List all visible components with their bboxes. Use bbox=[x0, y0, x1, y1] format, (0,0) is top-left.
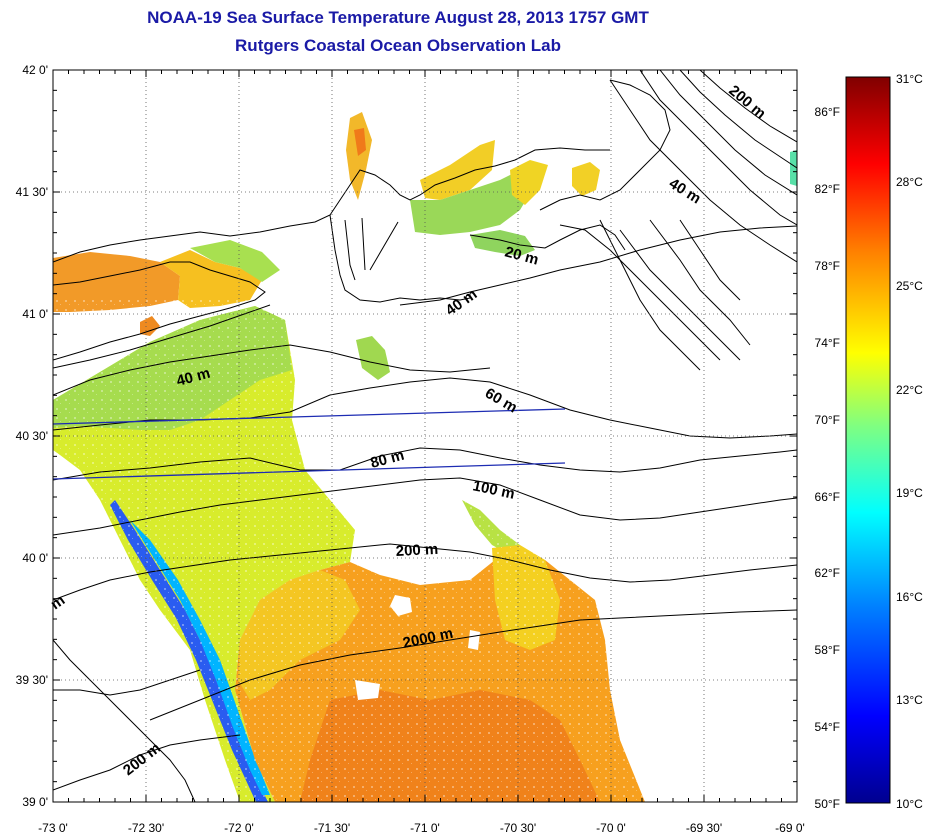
f-label-50: 50°F bbox=[815, 797, 840, 811]
c-label-22: 22°C bbox=[896, 383, 923, 397]
c-label-25: 25°C bbox=[896, 279, 923, 293]
sst-patch-monomoy bbox=[572, 162, 600, 196]
f-label-78: 78°F bbox=[815, 259, 840, 273]
lon-label-72-00: -72 0' bbox=[224, 821, 254, 835]
contour-40m-north bbox=[399, 225, 797, 306]
lon-label-71-30: -71 30' bbox=[314, 821, 350, 835]
lon-label-73-00: -73 0' bbox=[38, 821, 68, 835]
sst-texture bbox=[53, 300, 653, 802]
f-label-54: 54°F bbox=[815, 720, 840, 734]
sst-patch-long-island bbox=[53, 252, 180, 312]
contour-2000m bbox=[149, 609, 797, 721]
coastline-long-island bbox=[53, 261, 266, 361]
lon-label-70-00: -70 0' bbox=[596, 821, 626, 835]
lat-label-41-30: 41 30' bbox=[16, 185, 48, 199]
sst-patch-small-green bbox=[356, 336, 390, 380]
sst-patch-cape-cod bbox=[510, 160, 548, 205]
contour-200m-break bbox=[53, 543, 797, 601]
lon-label-70-30: -70 30' bbox=[500, 821, 536, 835]
c-label-16: 16°C bbox=[896, 590, 923, 604]
sst-data-layer bbox=[53, 112, 797, 802]
contour-200m-ne-1 bbox=[639, 70, 797, 226]
contour-40m-ne bbox=[609, 79, 797, 263]
shoals-outline bbox=[599, 219, 751, 371]
title-line-1: NOAA-19 Sea Surface Temperature August 2… bbox=[147, 8, 649, 27]
lat-label-40-30: 40 30' bbox=[16, 429, 48, 443]
sst-patch-long-island-edge bbox=[160, 250, 262, 308]
celsius-labels: 31°C 28°C 25°C 22°C 19°C 16°C 13°C 10°C bbox=[896, 72, 923, 811]
graticule bbox=[53, 70, 797, 802]
contour-200m-sw bbox=[53, 734, 241, 791]
colorbar bbox=[845, 76, 891, 804]
f-label-70: 70°F bbox=[815, 413, 840, 427]
contour-40m-west bbox=[53, 344, 491, 396]
contour-200m-ne-3 bbox=[679, 70, 797, 169]
title-line-2: Rutgers Coastal Ocean Observation Lab bbox=[235, 36, 561, 55]
contour-80m bbox=[53, 447, 797, 481]
latitude-labels: 42 0' 41 30' 41 0' 40 30' 40 0' 39 30' 3… bbox=[16, 63, 48, 809]
coastline-block-island bbox=[344, 217, 399, 281]
c-label-28: 28°C bbox=[896, 175, 923, 189]
fahrenheit-labels: 86°F 82°F 78°F 74°F 70°F 66°F 62°F 58°F … bbox=[815, 105, 840, 811]
lon-label-71-00: -71 0' bbox=[410, 821, 440, 835]
contour-20m bbox=[469, 224, 626, 251]
coastline-north bbox=[53, 147, 610, 263]
contour-sw-mid bbox=[53, 669, 201, 696]
c-label-10: 10°C bbox=[896, 797, 923, 811]
sst-patch-nantucket-sound bbox=[470, 230, 535, 256]
contour-200m-ne-2 bbox=[659, 70, 797, 196]
sst-patch-buzzards bbox=[420, 140, 495, 200]
f-label-82: 82°F bbox=[815, 182, 840, 196]
lat-label-39-30: 39 30' bbox=[16, 673, 48, 687]
lat-label-40-00: 40 0' bbox=[22, 551, 48, 565]
lat-label-39-00: 39 0' bbox=[22, 795, 48, 809]
minor-ticks bbox=[52, 69, 798, 803]
c-label-19: 19°C bbox=[896, 486, 923, 500]
lon-label-69-00: -69 0' bbox=[775, 821, 805, 835]
lat-label-41-00: 41 0' bbox=[22, 307, 48, 321]
contour-label-200m-break: 200 m bbox=[395, 541, 438, 560]
f-label-58: 58°F bbox=[815, 643, 840, 657]
contour-200m-ne-4 bbox=[699, 70, 797, 143]
coastline-cape-inner bbox=[559, 224, 721, 361]
transect-lines bbox=[53, 408, 566, 480]
f-label-66: 66°F bbox=[815, 490, 840, 504]
sst-patch-vineyard bbox=[410, 170, 535, 235]
coastline-nj bbox=[53, 639, 196, 802]
transect-line-south bbox=[53, 462, 566, 480]
lat-label-42-00: 42 0' bbox=[22, 63, 48, 77]
coastline-cape-cod bbox=[539, 79, 671, 211]
f-label-74: 74°F bbox=[815, 336, 840, 350]
f-label-62: 62°F bbox=[815, 566, 840, 580]
sst-patch-narragansett-hot bbox=[354, 128, 366, 156]
sst-patch-stellwagen bbox=[790, 150, 797, 186]
contour-100m bbox=[53, 477, 797, 536]
sst-patch-narragansett bbox=[346, 112, 372, 200]
c-label-13: 13°C bbox=[896, 693, 923, 707]
f-label-86: 86°F bbox=[815, 105, 840, 119]
coastline-long-island-south bbox=[53, 304, 271, 369]
contour-layer bbox=[53, 70, 797, 802]
lon-label-69-30: -69 30' bbox=[686, 821, 722, 835]
lon-label-72-30: -72 30' bbox=[128, 821, 164, 835]
contour-label-200m-ne: 200 m bbox=[725, 82, 769, 122]
c-label-31: 31°C bbox=[896, 72, 923, 86]
contour-label-40m-ne: 40 m bbox=[666, 175, 704, 208]
longitude-labels: -73 0' -72 30' -72 0' -71 30' -71 0' -70… bbox=[38, 821, 805, 835]
sst-patch-li-hot bbox=[140, 316, 160, 336]
transect-line-north bbox=[53, 408, 566, 425]
sst-patch-sound-green bbox=[190, 240, 280, 282]
